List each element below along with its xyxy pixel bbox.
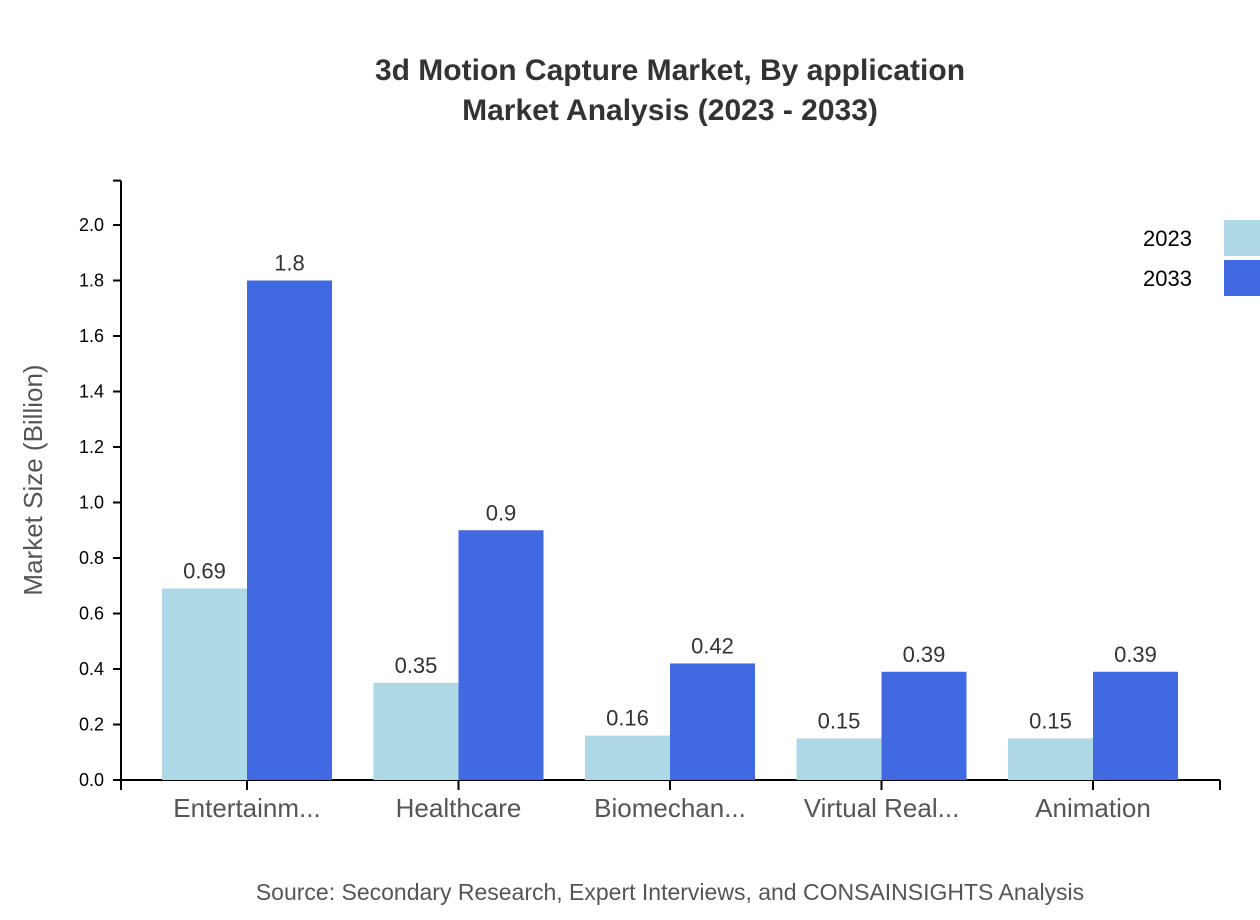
x-tick-label: Animation: [1035, 793, 1151, 823]
y-tick-label: 0.2: [79, 715, 104, 735]
chart-title: 3d Motion Capture Market, By application: [375, 54, 965, 87]
x-tick-label: Biomechan...: [594, 793, 746, 823]
x-tick-label: Virtual Real...: [804, 793, 960, 823]
y-axis-label: Market Size (Billion): [18, 364, 48, 595]
data-label: 0.69: [183, 559, 226, 584]
bar-2033: [1093, 671, 1178, 780]
y-tick-label: 1.0: [79, 493, 104, 513]
bar-2033: [247, 280, 332, 780]
y-tick-label: 1.6: [79, 326, 104, 346]
y-tick-label: 0.6: [79, 604, 104, 624]
source-note: Source: Secondary Research, Expert Inter…: [256, 879, 1084, 905]
y-tick-label: 0.0: [79, 770, 104, 790]
data-label: 0.16: [606, 706, 649, 731]
bar-2023: [162, 588, 247, 780]
bar-2023: [1008, 738, 1093, 780]
y-tick-label: 1.8: [79, 271, 104, 291]
data-label: 0.39: [1114, 642, 1157, 667]
legend-swatch-2023: [1224, 220, 1260, 256]
legend-label: 2023: [1143, 226, 1192, 251]
data-label: 0.15: [1029, 708, 1072, 733]
data-label: 0.9: [486, 500, 517, 525]
legend-swatch-2033: [1224, 260, 1260, 296]
y-tick-label: 2.0: [79, 215, 104, 235]
bar-2033: [670, 663, 755, 780]
y-tick-label: 1.4: [79, 382, 104, 402]
y-tick-label: 0.4: [79, 659, 104, 679]
data-label: 0.42: [691, 633, 734, 658]
y-tick-label: 1.2: [79, 437, 104, 457]
data-label: 1.8: [274, 251, 305, 276]
chart-subtitle: Market Analysis (2023 - 2033): [462, 94, 878, 127]
data-label: 0.15: [818, 708, 861, 733]
x-tick-label: Healthcare: [396, 793, 522, 823]
bar-2033: [458, 530, 544, 780]
x-tick-label: Entertainm...: [173, 793, 320, 823]
y-tick-label: 0.8: [79, 548, 104, 568]
data-label: 0.35: [395, 653, 438, 678]
legend-label: 2033: [1143, 266, 1192, 291]
bar-2033: [881, 671, 967, 780]
bar-2023: [373, 682, 459, 780]
data-label: 0.39: [903, 642, 946, 667]
bar-2023: [796, 738, 882, 780]
bar-2023: [585, 735, 670, 780]
